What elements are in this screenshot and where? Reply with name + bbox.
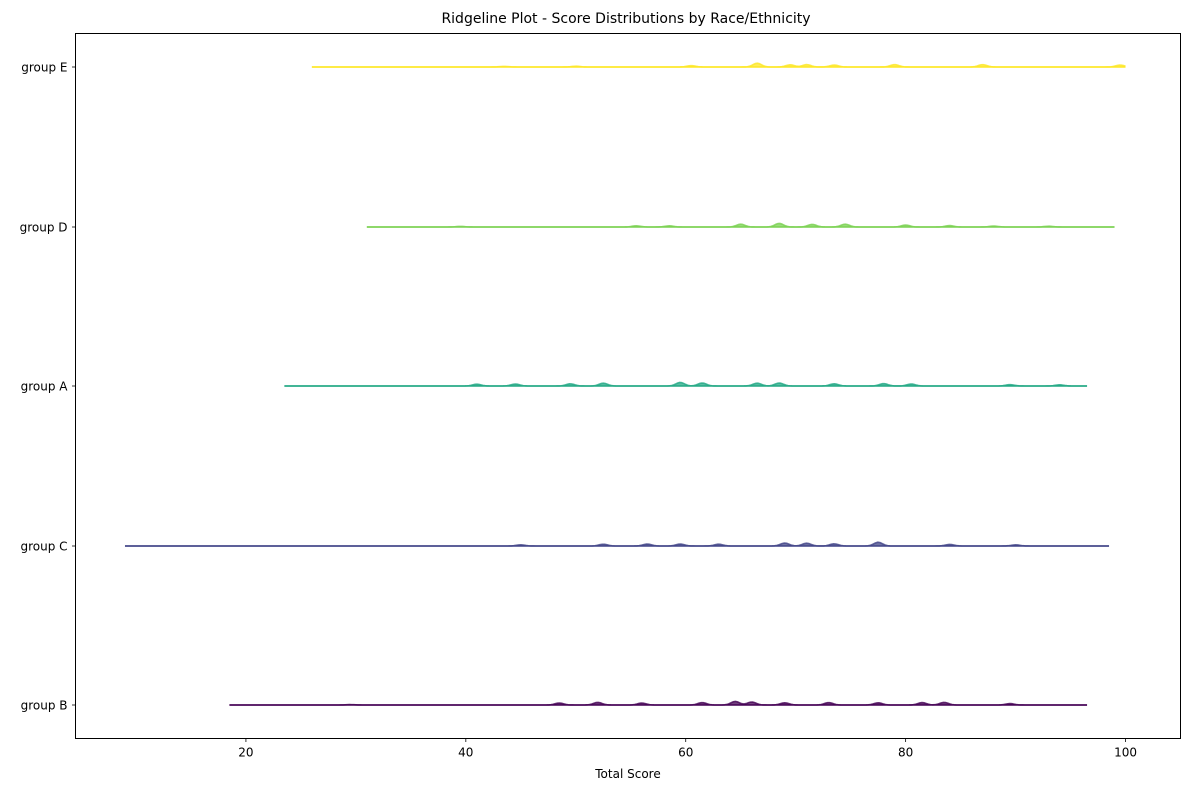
y-tick-label: group E: [21, 61, 67, 75]
x-axis-ticks: 20 40 60 80 100: [238, 738, 1137, 760]
x-tick-label: 60: [678, 746, 693, 760]
x-tick-label: 80: [898, 746, 913, 760]
y-tick-label: group A: [21, 380, 69, 394]
y-tick-label: group C: [20, 540, 67, 554]
x-tick-label: 40: [458, 746, 473, 760]
y-tick-label: group D: [20, 221, 68, 235]
ridges-layer: [124, 62, 1126, 706]
x-tick-label: 100: [1114, 746, 1137, 760]
ridge-fill-group-a: [284, 382, 1088, 386]
chart-title: Ridgeline Plot - Score Distributions by …: [441, 11, 810, 27]
plot-frame: [75, 33, 1181, 739]
ridge-fill-group-d: [366, 223, 1115, 227]
y-axis-ticks: group E group D group A group C group B: [20, 61, 76, 713]
x-tick-label: 20: [238, 746, 253, 760]
y-tick-label: group B: [21, 699, 68, 713]
x-axis-label: Total Score: [594, 767, 660, 781]
